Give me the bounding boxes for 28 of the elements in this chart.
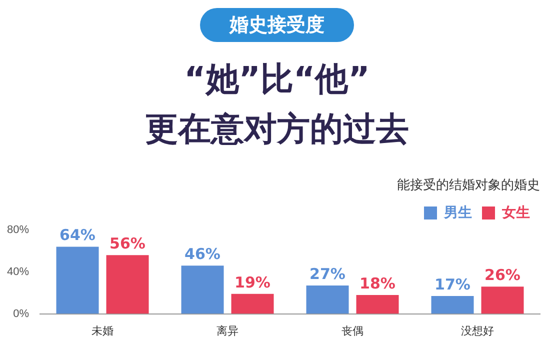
bar (231, 294, 274, 314)
legend-label: 女生 (501, 204, 530, 220)
legend-label: 男生 (443, 204, 472, 220)
x-tick-label: 未婚 (92, 324, 114, 338)
chart-title: “她”比“他” 更在意对方的过去 (144, 58, 410, 150)
chart-subtitle: 婚史接受度 (200, 8, 354, 42)
data-label: 64% (60, 226, 96, 244)
bar (56, 246, 99, 314)
data-label: 19% (234, 273, 270, 292)
x-tick-label: 丧偶 (342, 324, 364, 338)
bar (431, 296, 474, 314)
data-label: 27% (310, 264, 346, 283)
bar (356, 294, 399, 314)
bar (181, 266, 224, 314)
y-tick-label: 40% (6, 266, 30, 278)
y-tick-label: 0% (13, 308, 30, 320)
legend-title: 能接受的结婚对象的婚史 (397, 177, 540, 194)
data-label: 56% (110, 234, 146, 253)
bar (306, 286, 349, 314)
x-tick-label: 离异 (216, 324, 239, 338)
data-label: 46% (184, 245, 220, 264)
data-label: 26% (484, 266, 520, 284)
y-tick-label: 80% (6, 224, 30, 236)
data-label: 18% (360, 274, 396, 292)
bar (106, 255, 149, 314)
bar (481, 286, 524, 314)
x-tick-label: 没想好 (461, 324, 494, 338)
data-label: 17% (434, 275, 470, 294)
